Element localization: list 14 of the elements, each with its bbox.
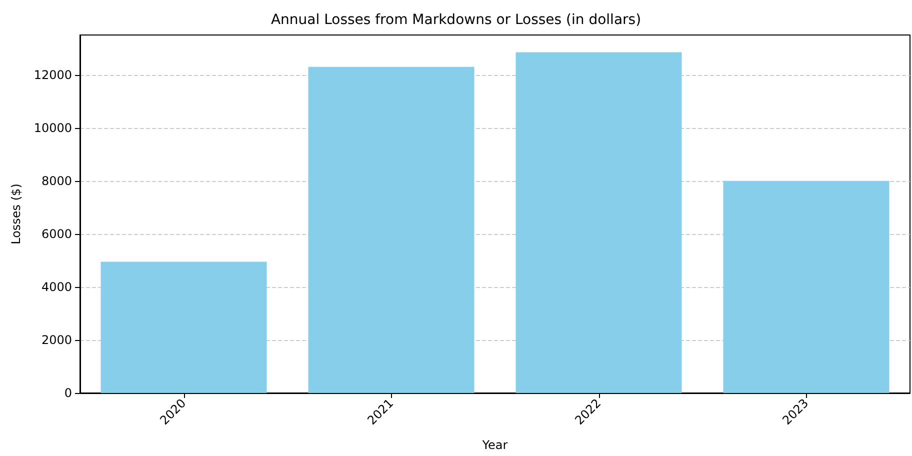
bar — [516, 52, 682, 393]
y-axis-title: Losses ($) — [9, 184, 23, 244]
y-tick-label: 0 — [64, 386, 72, 400]
y-tick-label: 4000 — [41, 280, 72, 294]
y-tick-label: 2000 — [41, 332, 72, 347]
y-tick-label: 10000 — [34, 120, 72, 135]
chart-title: Annual Losses from Markdowns or Losses (in dollars) — [270, 12, 642, 28]
y-tick-label: 12000 — [34, 68, 72, 82]
bar — [723, 180, 890, 393]
y-tick-label: 8000 — [41, 174, 72, 188]
bar — [100, 262, 267, 393]
bar — [308, 66, 474, 393]
x-axis-title: Year — [481, 438, 508, 452]
y-tick-label: 6000 — [41, 226, 72, 241]
